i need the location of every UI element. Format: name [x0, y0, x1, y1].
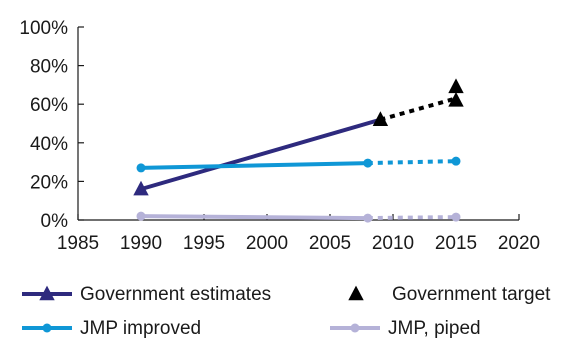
- legend-marker-jmp-piped: [350, 323, 360, 333]
- x-tick-label: 2015: [435, 233, 477, 254]
- y-tick-label: 0%: [41, 211, 69, 232]
- point-jmp-piped: [363, 213, 373, 223]
- x-tick-label: 1985: [57, 233, 99, 254]
- x-tick-label: 1990: [120, 233, 162, 254]
- point-jmp-improved: [136, 163, 146, 173]
- point-government-target: [448, 91, 464, 107]
- x-tick-label: 2010: [372, 233, 414, 254]
- legend-item-government-estimates: Government estimates: [22, 284, 271, 305]
- legend-label-government-estimates: Government estimates: [80, 284, 271, 305]
- legend: Government estimates Government target JMP…: [22, 284, 551, 339]
- series-projection-government-estimates: [379, 96, 457, 122]
- legend-label-jmp-improved: JMP improved: [80, 318, 201, 339]
- series-line-government-estimates: [139, 117, 383, 192]
- legend-label-government-target: Government target: [392, 284, 551, 305]
- y-tick-label: 60%: [30, 95, 68, 116]
- series-line-jmp-improved: [139, 161, 370, 170]
- legend-label-jmp-piped: JMP, piped: [388, 318, 481, 339]
- y-tick-label: 40%: [30, 134, 68, 155]
- series-line-jmp-piped: [139, 214, 370, 221]
- legend-marker-government-estimates: [39, 285, 55, 301]
- series-projection-jmp-piped: [367, 215, 457, 221]
- legend-item-jmp-piped: JMP, piped: [330, 318, 481, 339]
- point-jmp-piped: [136, 211, 146, 221]
- y-tick-label: 80%: [30, 57, 68, 78]
- x-tick-label: 2020: [498, 233, 540, 254]
- point-jmp-improved: [363, 158, 373, 168]
- y-tick-label: 20%: [30, 172, 68, 193]
- series-projection-jmp-improved: [367, 159, 457, 166]
- series-lines: [139, 96, 457, 221]
- y-tick-label: 100%: [19, 18, 68, 39]
- axes: 0% 20% 40% 60% 80% 100% 1985 1990 1995 2000 2005 20…: [19, 18, 540, 254]
- point-government-target: [372, 111, 389, 126]
- point-government-estimates: [133, 180, 149, 196]
- x-tick-label: 1995: [183, 233, 225, 254]
- legend-item-jmp-improved: JMP improved: [22, 318, 201, 339]
- series-markers: [133, 78, 464, 223]
- legend-marker-government-target: [348, 285, 364, 301]
- point-jmp-piped: [451, 212, 461, 222]
- x-tick-label: 2005: [309, 233, 351, 254]
- point-government-target: [448, 78, 464, 94]
- legend-marker-jmp-improved: [42, 323, 52, 333]
- x-tick-label: 2000: [246, 233, 288, 254]
- point-jmp-improved: [451, 156, 461, 166]
- legend-item-government-target: Government target: [348, 284, 551, 305]
